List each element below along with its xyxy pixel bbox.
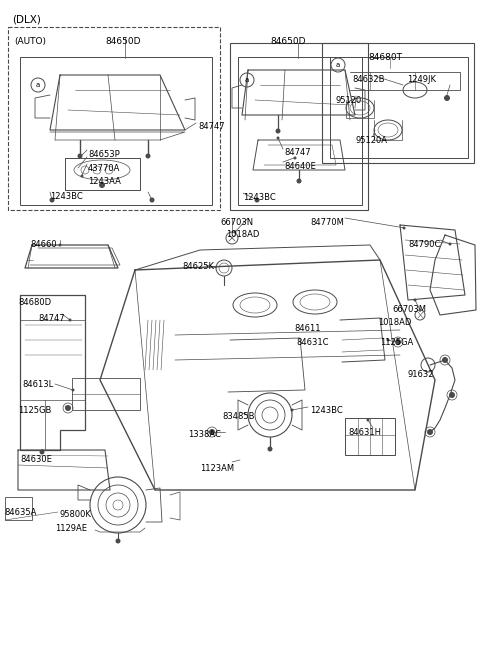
Circle shape [254, 198, 260, 202]
Circle shape [276, 128, 280, 134]
Text: 83485B: 83485B [222, 412, 254, 421]
Circle shape [276, 136, 279, 140]
Text: 1338AC: 1338AC [188, 430, 221, 439]
Circle shape [240, 73, 254, 87]
Text: 1243BC: 1243BC [50, 192, 83, 201]
Bar [330, 57, 468, 158]
Bar [20, 57, 212, 205]
Circle shape [290, 409, 293, 411]
Text: 84660: 84660 [30, 240, 57, 249]
Text: 1018AD: 1018AD [226, 230, 259, 239]
Circle shape [145, 153, 151, 159]
Circle shape [442, 357, 448, 363]
Text: 84680D: 84680D [18, 298, 51, 307]
Bar [345, 418, 395, 455]
Circle shape [293, 157, 297, 160]
Bar [322, 43, 474, 163]
Bar [5, 497, 32, 520]
Circle shape [77, 153, 83, 159]
Circle shape [413, 299, 417, 301]
Circle shape [448, 242, 452, 246]
Circle shape [116, 538, 120, 544]
Text: a: a [245, 77, 249, 83]
Circle shape [149, 198, 155, 202]
Text: 84631C: 84631C [296, 338, 328, 347]
Text: 95120A: 95120A [355, 136, 387, 145]
Text: a: a [336, 62, 340, 68]
Text: 1123AM: 1123AM [200, 464, 234, 473]
Text: 84625K: 84625K [182, 262, 214, 271]
Circle shape [59, 244, 61, 246]
Text: 1125GB: 1125GB [18, 406, 51, 415]
Circle shape [403, 227, 406, 229]
Text: 43770A: 43770A [88, 164, 120, 173]
Circle shape [421, 358, 435, 372]
Text: 1243BC: 1243BC [243, 193, 276, 202]
Circle shape [331, 58, 345, 72]
Circle shape [233, 231, 237, 233]
Bar [72, 378, 140, 410]
Text: 84630E: 84630E [20, 455, 52, 464]
Text: 66703N: 66703N [220, 218, 253, 227]
Text: (DLX): (DLX) [12, 14, 41, 24]
Text: 1125GA: 1125GA [380, 338, 413, 347]
Bar [230, 43, 368, 210]
Text: 95800K: 95800K [60, 510, 92, 519]
Circle shape [39, 449, 45, 455]
Circle shape [99, 182, 105, 188]
Text: 84770M: 84770M [310, 218, 344, 227]
Text: 95120: 95120 [335, 96, 361, 105]
Circle shape [427, 429, 433, 435]
Text: 84747: 84747 [38, 314, 65, 323]
Text: 84747: 84747 [198, 122, 225, 131]
Circle shape [395, 339, 401, 345]
Text: 1249JK: 1249JK [407, 75, 436, 84]
Text: 84631H: 84631H [348, 428, 381, 437]
Circle shape [444, 95, 450, 101]
Text: 84747: 84747 [284, 148, 311, 157]
Text: 84653P: 84653P [88, 150, 120, 159]
Text: 84650D: 84650D [105, 37, 141, 46]
Text: 84680T: 84680T [368, 53, 402, 62]
Text: 1018AD: 1018AD [378, 318, 411, 327]
Text: 1243AA: 1243AA [88, 177, 121, 186]
Bar [238, 57, 362, 205]
Text: 84632B: 84632B [352, 75, 384, 84]
Circle shape [209, 429, 215, 435]
Circle shape [267, 447, 273, 451]
Text: 1129AE: 1129AE [55, 524, 87, 533]
Text: (AUTO): (AUTO) [14, 37, 46, 46]
Text: 84650D: 84650D [270, 37, 305, 46]
Circle shape [49, 198, 55, 202]
Text: 84640E: 84640E [284, 162, 316, 171]
Text: 84790C: 84790C [408, 240, 440, 249]
Circle shape [449, 392, 455, 398]
Circle shape [31, 78, 45, 92]
Circle shape [81, 174, 84, 178]
Text: 84613L: 84613L [22, 380, 53, 389]
Circle shape [367, 419, 370, 422]
Circle shape [297, 179, 301, 183]
Text: 84611: 84611 [294, 324, 321, 333]
Text: a: a [36, 82, 40, 88]
Text: 1243BC: 1243BC [310, 406, 343, 415]
Text: 84635A: 84635A [4, 508, 36, 517]
Bar [8, 27, 220, 210]
Text: 66703M: 66703M [392, 305, 426, 314]
Circle shape [386, 339, 389, 341]
Text: 91632: 91632 [408, 370, 434, 379]
Circle shape [69, 318, 72, 322]
Circle shape [65, 405, 71, 411]
Circle shape [72, 388, 74, 392]
